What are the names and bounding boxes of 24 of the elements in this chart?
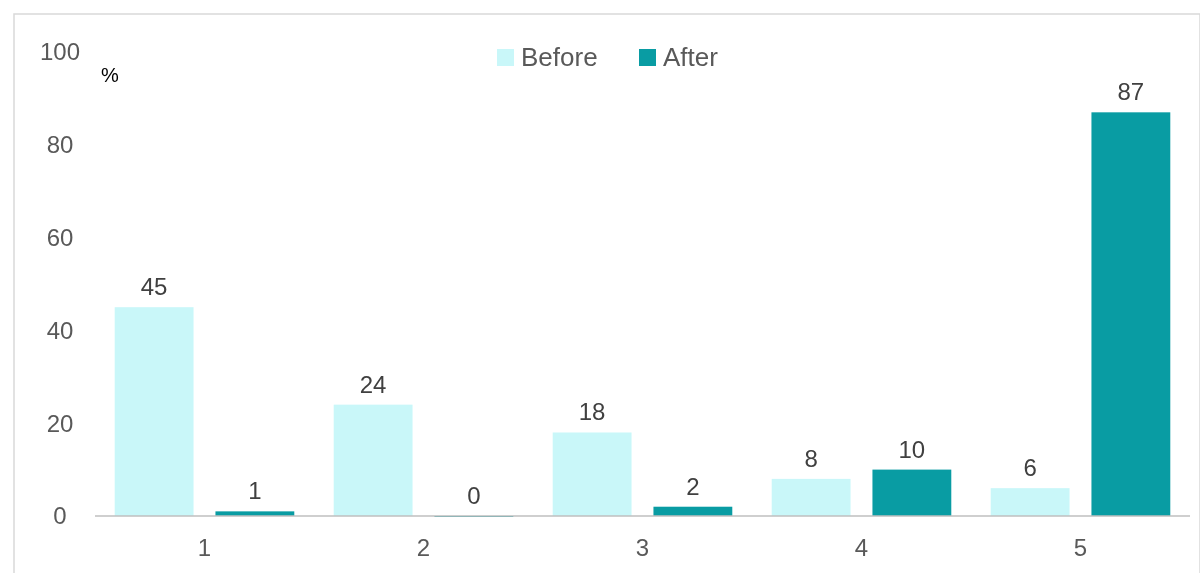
data-label: 10: [898, 435, 926, 463]
data-label: 45: [140, 273, 168, 301]
data-label: 0: [467, 482, 481, 509]
data-label: 6: [1023, 454, 1037, 482]
data-label: 24: [359, 370, 387, 398]
x-tick-label: 4: [854, 534, 869, 561]
legend-label: After: [663, 42, 719, 73]
y-tick-label: 80: [46, 131, 74, 159]
data-label: 18: [578, 398, 606, 426]
x-tick-label: 3: [635, 534, 650, 561]
data-label: 2: [686, 472, 700, 500]
data-label: 8: [804, 444, 818, 472]
y-tick-label: 40: [46, 316, 74, 344]
data-label: 1: [248, 477, 262, 505]
y-axis-title: %: [101, 64, 120, 86]
data-label: 87: [1117, 78, 1145, 106]
x-tick-label: 2: [416, 534, 431, 561]
y-tick-label: 0: [53, 502, 67, 530]
legend-label: Before: [521, 42, 598, 73]
y-tick-label: 100: [39, 38, 81, 66]
x-tick-label: 5: [1073, 534, 1088, 561]
y-tick-label: 20: [46, 409, 74, 437]
x-tick-label: 1: [197, 534, 212, 561]
y-tick-label: 60: [46, 224, 74, 251]
